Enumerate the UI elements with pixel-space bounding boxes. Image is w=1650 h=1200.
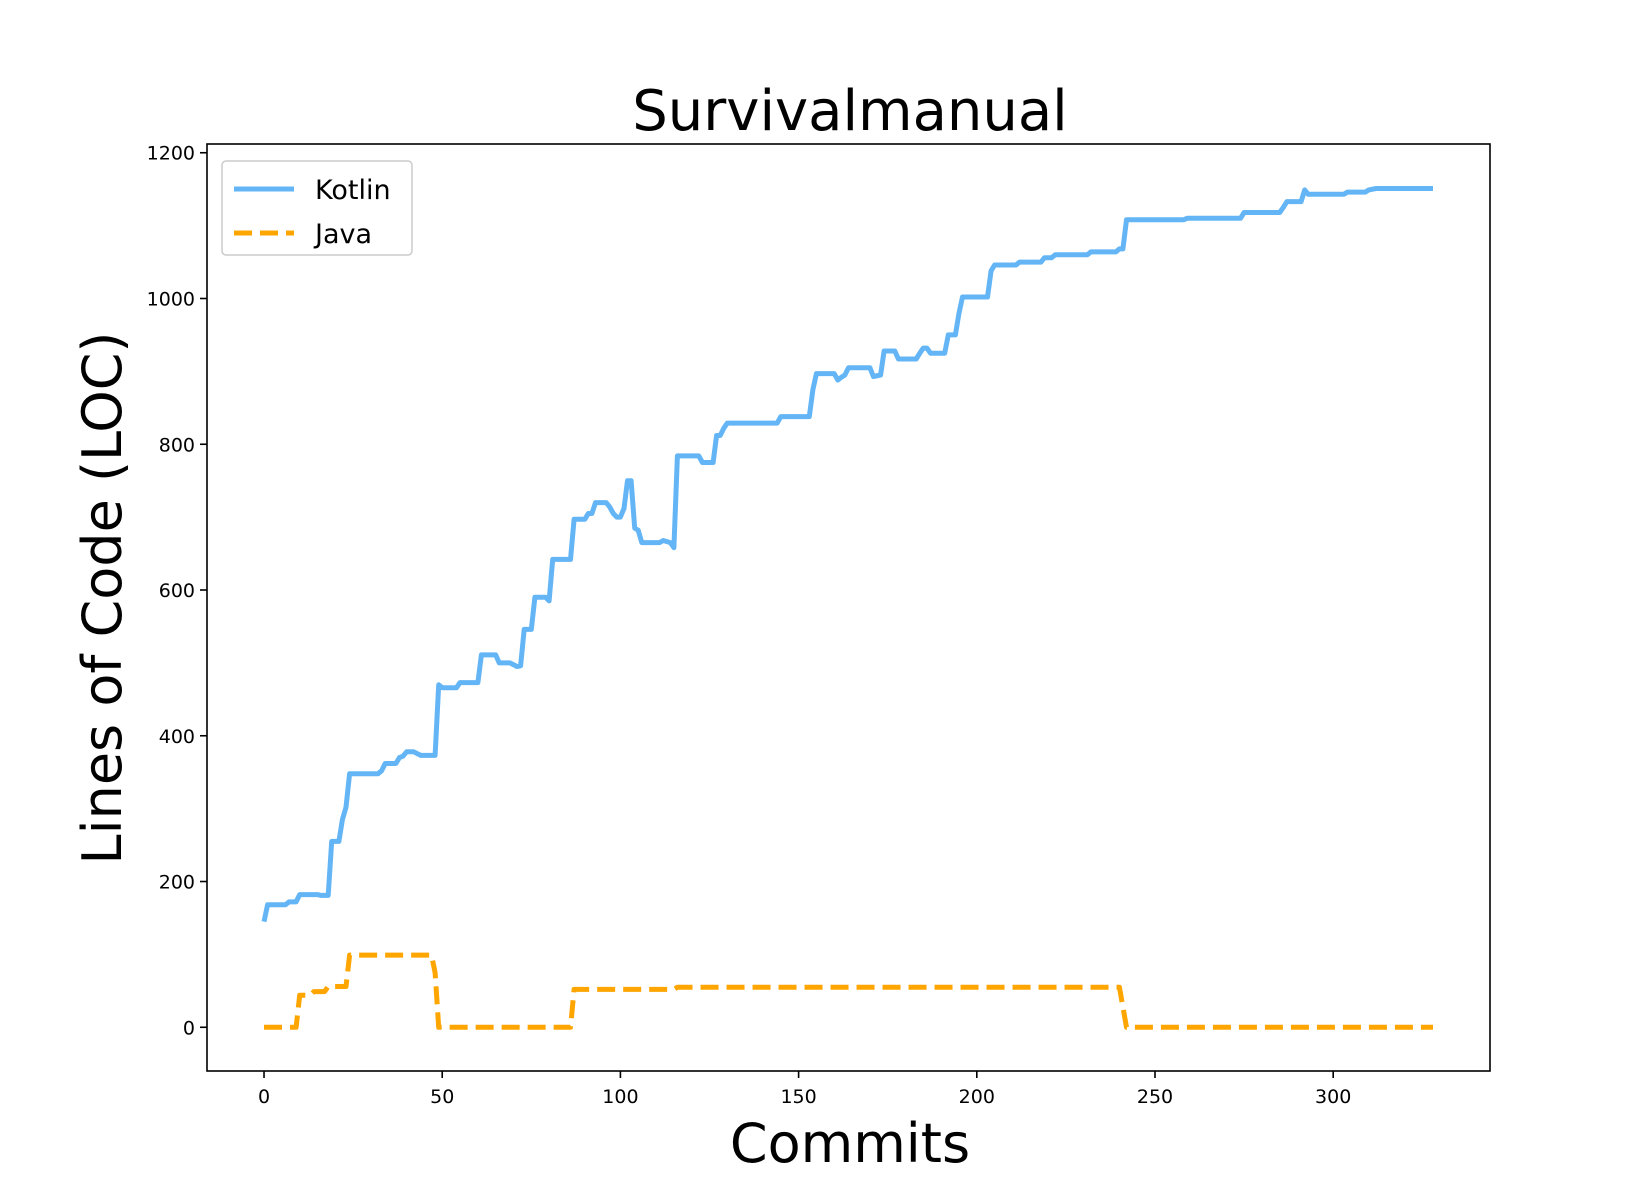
x-tick-label: 250 — [1137, 1086, 1173, 1108]
y-tick-label: 1000 — [147, 289, 195, 311]
chart-title: Survivalmanual — [632, 79, 1068, 144]
y-tick-label: 0 — [183, 1017, 195, 1039]
x-tick-label: 0 — [258, 1086, 270, 1108]
series-line-java — [264, 952, 1433, 1030]
y-tick-label: 400 — [159, 726, 195, 748]
x-axis-label: Commits — [730, 1112, 970, 1175]
y-tick-label: 1200 — [147, 143, 195, 165]
x-tick-label: 100 — [602, 1086, 638, 1108]
axes-frame — [206, 143, 1491, 1072]
x-tick-label: 200 — [959, 1086, 995, 1108]
x-tick-label: 300 — [1315, 1086, 1351, 1108]
x-tick-label: 50 — [430, 1086, 454, 1108]
plot-area — [206, 143, 1491, 1072]
y-axis-label: Lines of Code (LOC) — [71, 332, 134, 865]
legend-label-java: Java — [313, 219, 372, 250]
y-tick-label: 800 — [159, 434, 195, 456]
legend-label-kotlin: Kotlin — [315, 175, 391, 206]
series-line-kotlin — [261, 186, 1433, 923]
y-tick-label: 600 — [159, 580, 195, 602]
legend: Kotlin Java — [221, 160, 413, 256]
x-axis-ticks: 0 50 100 150 200 250 300 — [258, 1071, 1351, 1108]
x-tick-label: 150 — [780, 1086, 816, 1108]
y-axis-ticks: 0 200 400 600 800 1000 1200 — [147, 143, 207, 1039]
y-tick-label: 200 — [159, 872, 195, 894]
